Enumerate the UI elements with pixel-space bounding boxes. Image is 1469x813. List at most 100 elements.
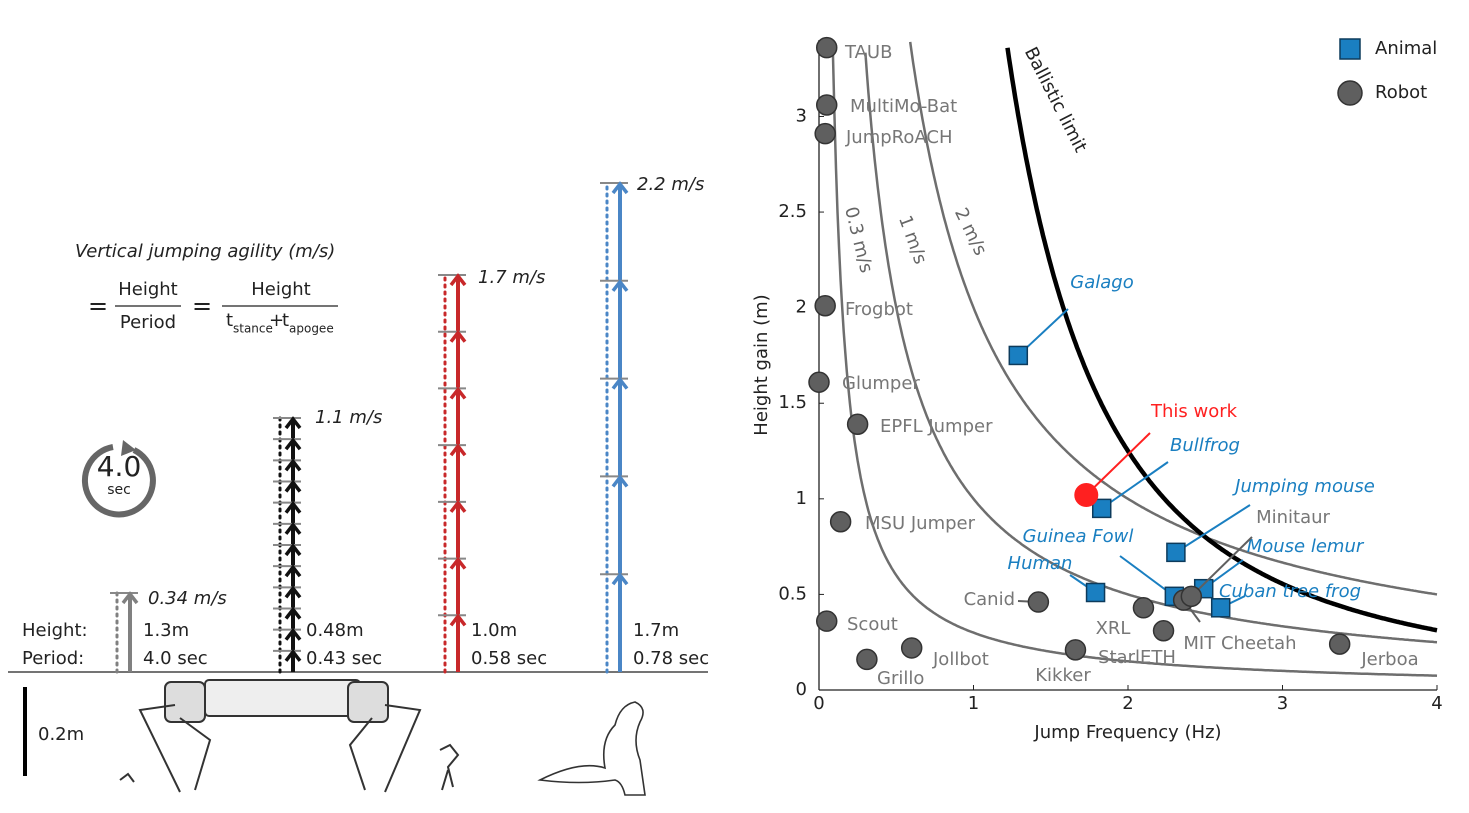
height-value: 0.48m	[306, 620, 364, 641]
y-tick-label: 0	[796, 679, 807, 700]
y-tick-label: 1	[796, 488, 807, 509]
arrow-head	[611, 278, 629, 292]
row-label: Period:	[22, 648, 84, 669]
leader-line	[1190, 536, 1253, 598]
curve-label: 1 m/s	[894, 213, 931, 267]
y-tick-label: 1.5	[778, 392, 807, 413]
point-label: Scout	[847, 614, 898, 635]
period-value: 0.43 sec	[306, 648, 382, 669]
agility-title: Vertical jumping agility (m/s)	[75, 241, 335, 262]
legend-label: Robot	[1375, 82, 1427, 103]
arrow-head	[284, 585, 302, 599]
point-label: Mouse lemur	[1247, 536, 1365, 557]
height-value: 1.3m	[143, 620, 189, 641]
arrow-head	[284, 521, 302, 535]
arrow-head	[449, 556, 467, 570]
point-label: Jumping mouse	[1232, 476, 1375, 497]
robot-marker	[1152, 619, 1175, 642]
t-symbol: t	[226, 310, 233, 331]
arrow-head	[284, 437, 302, 451]
x-tick-label: 3	[1277, 693, 1288, 714]
y-tick-label: 3	[796, 105, 807, 126]
curve-label: 2 m/s	[950, 205, 991, 259]
point-label: EPFL Jumper	[880, 416, 993, 437]
jump-column	[438, 273, 467, 674]
robot-marker	[900, 637, 923, 659]
robot-marker	[856, 648, 878, 671]
arrow-head	[611, 474, 629, 488]
robot-marker	[814, 122, 836, 145]
arrow-head	[284, 564, 302, 578]
robot-marker	[815, 610, 838, 632]
arrow-head	[449, 500, 467, 513]
point-label: Grillo	[877, 668, 924, 689]
point-label: Bullfrog	[1170, 435, 1240, 456]
jump-column	[273, 416, 302, 674]
point-label: Minitaur	[1256, 507, 1330, 528]
height-value: 1.0m	[471, 620, 517, 641]
point-label: Galago	[1070, 272, 1133, 293]
period-value: 4.0 sec	[143, 648, 208, 669]
robot-marker	[1180, 585, 1203, 608]
animal-marker	[1085, 582, 1106, 603]
arrow-head	[284, 416, 302, 430]
point-label: Jerboa	[1360, 649, 1418, 670]
robot-marker	[814, 294, 836, 317]
subscript: stance	[233, 322, 273, 336]
animal-marker	[1008, 345, 1029, 366]
jump-column	[600, 181, 629, 674]
arrow-head	[284, 606, 302, 620]
leader-line	[1175, 504, 1251, 554]
arrow-head	[611, 572, 629, 586]
timer-ring	[81, 444, 156, 518]
equals: =	[192, 292, 212, 320]
arrow-head	[284, 543, 302, 557]
arrow-head	[449, 613, 467, 627]
ballistic-curve	[1005, 47, 1438, 633]
highlight-marker	[1074, 483, 1099, 507]
x-tick-label: 4	[1431, 693, 1442, 714]
t-symbol: t	[282, 310, 289, 331]
point-label: MultiMo-Bat	[850, 96, 957, 117]
robot-sketch	[119, 679, 460, 793]
y-tick-label: 2.5	[778, 201, 807, 222]
arrow-head	[284, 458, 302, 472]
jump-column	[110, 591, 139, 674]
iso-speed-curve	[908, 41, 1438, 596]
x-tick-label: 0	[813, 693, 824, 714]
x-tick-label: 1	[968, 693, 979, 714]
legend-label: Animal	[1375, 38, 1437, 59]
row-label: Height:	[22, 620, 88, 641]
numerator: Height	[118, 279, 178, 300]
curve-label: Ballistic limit	[1020, 44, 1091, 156]
point-label: Guinea Fowl	[1023, 526, 1134, 547]
point-label: StarlETH	[1098, 647, 1176, 668]
arrow-head	[449, 443, 467, 457]
point-label: MIT Cheetah	[1183, 633, 1296, 654]
animal-marker	[1210, 598, 1231, 618]
robot-marker	[829, 511, 852, 533]
arrow-head	[449, 386, 467, 400]
x-axis-label: Jump Frequency (Hz)	[1033, 722, 1221, 743]
highlight-label: This work	[1150, 401, 1238, 422]
robot-marker	[1064, 639, 1087, 661]
point-label: Glumper	[842, 373, 920, 394]
robot-marker	[1132, 597, 1155, 619]
robot-marker	[1328, 633, 1351, 655]
y-tick-label: 0.5	[778, 583, 807, 604]
numerator: Height	[251, 279, 311, 300]
point-label: MSU Jumper	[865, 513, 976, 534]
leader-line	[1085, 432, 1151, 496]
equals: =	[88, 292, 108, 320]
point-label: JumpRoACH	[845, 127, 953, 148]
arrow-head	[284, 648, 302, 662]
plus: +	[269, 310, 284, 331]
point-label: XRL	[1096, 618, 1131, 639]
subscript: apogee	[289, 322, 334, 336]
speed-label: 1.7 m/s	[478, 267, 545, 288]
arrow-head	[284, 479, 302, 493]
period-value: 0.58 sec	[471, 648, 547, 669]
leader-line	[1101, 461, 1169, 510]
curve-label: 0.3 m/s	[840, 205, 877, 275]
